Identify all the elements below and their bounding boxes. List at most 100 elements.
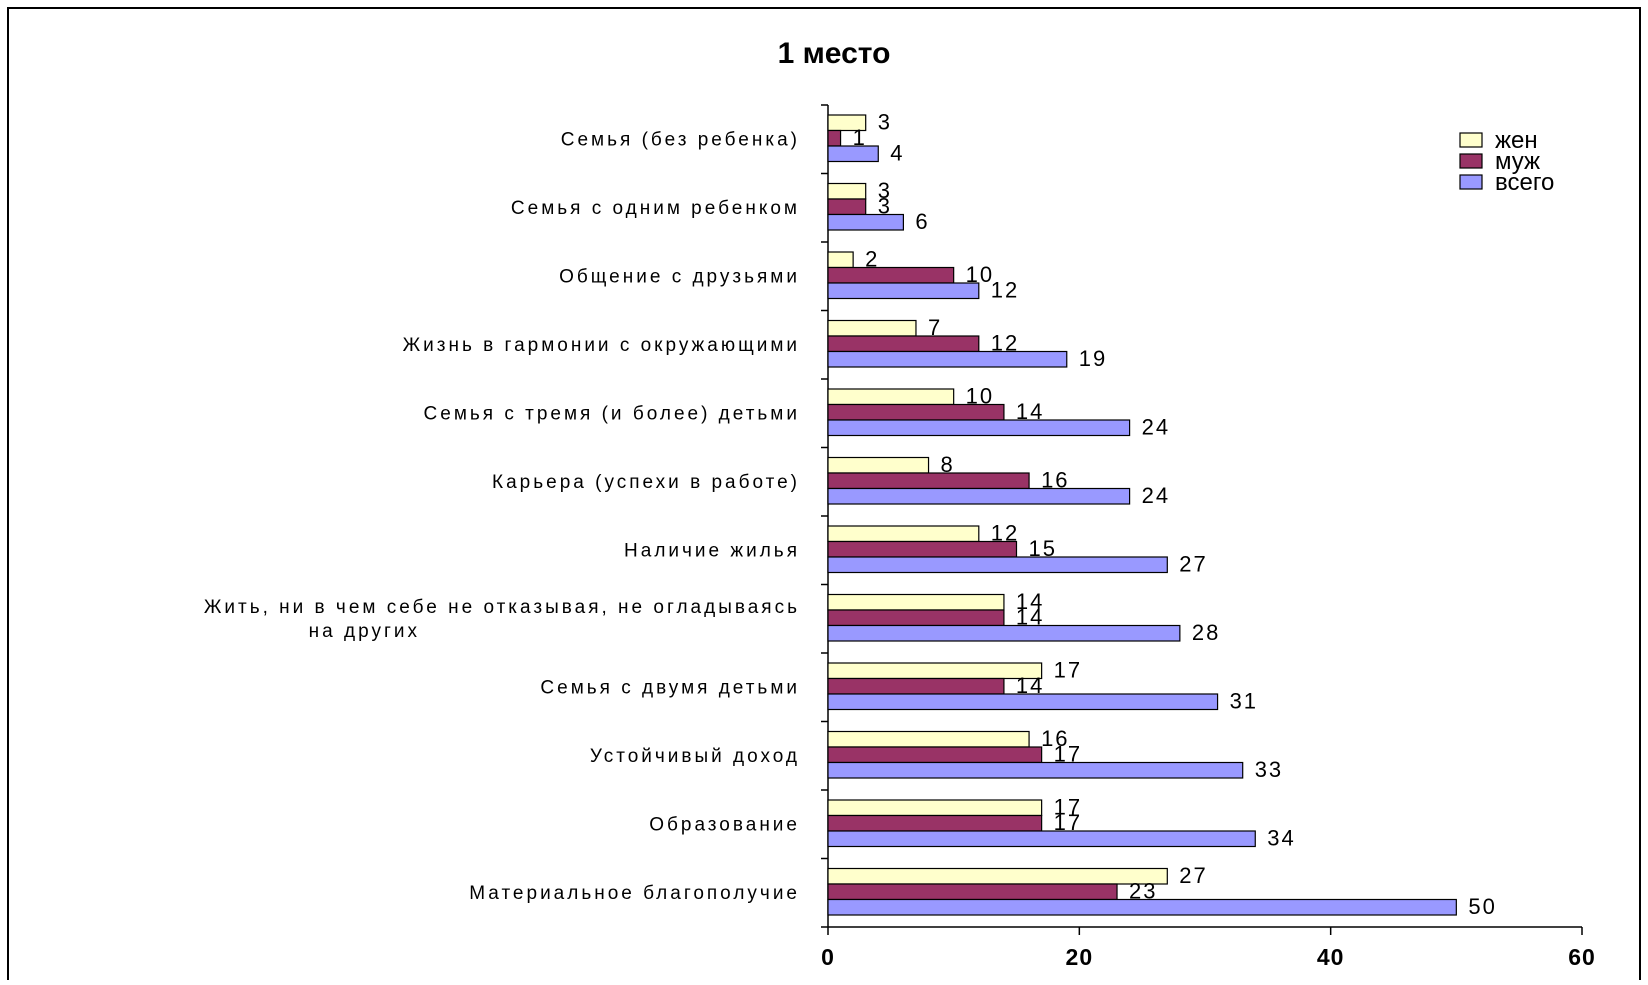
data-label: 34 <box>1267 826 1295 851</box>
data-label: 4 <box>890 141 904 166</box>
bar-муж <box>827 335 980 353</box>
bar-муж <box>827 540 1018 558</box>
category-label-line: Жизнь в гармонии с окружающими <box>403 335 800 356</box>
bar-жен <box>827 251 854 269</box>
category-label-line: Общение с друзьями <box>559 266 800 287</box>
category-label: Образование <box>649 814 800 835</box>
bar-жен <box>827 662 1043 680</box>
category-label-line: Жить, ни в чем себе не отказывая, не огл… <box>204 597 800 618</box>
bar-всего <box>827 898 1457 916</box>
x-tick-label: 0 <box>821 944 835 970</box>
x-tick-label: 40 <box>1317 944 1345 970</box>
data-label: 2 <box>865 247 879 272</box>
category-label-line: Семья (без ребенка) <box>561 129 800 150</box>
bar-жен <box>827 593 1005 611</box>
category-label-line: Материальное благополучие <box>469 883 800 904</box>
data-label: 1 <box>853 125 867 150</box>
data-label: 16 <box>1041 726 1069 751</box>
category-label-line: Образование <box>649 814 800 835</box>
data-label: 7 <box>928 315 942 340</box>
data-label: 3 <box>878 194 892 219</box>
bar-жен <box>827 319 917 337</box>
bar-муж <box>827 129 842 147</box>
category-label-line: Семья с одним ребенком <box>511 198 800 219</box>
bar-муж <box>827 403 1005 421</box>
x-tick-label: 20 <box>1066 944 1094 970</box>
bar-жен <box>827 456 930 474</box>
bar-муж <box>827 472 1030 490</box>
legend-label: всего <box>1495 169 1554 196</box>
data-label: 27 <box>1179 863 1207 888</box>
bar-муж <box>827 814 1043 832</box>
bar-всего <box>827 761 1244 779</box>
category-label: Устойчивый доход <box>590 746 800 767</box>
data-label: 6 <box>915 209 929 234</box>
category-label: Семья с одним ребенком <box>511 198 800 219</box>
data-label: 28 <box>1192 620 1220 645</box>
category-label-line: на других <box>309 621 420 642</box>
data-label: 17 <box>1054 795 1082 820</box>
bar-жен <box>827 525 980 543</box>
bar-муж <box>827 677 1005 695</box>
category-label: Жизнь в гармонии с окружающими <box>403 335 800 356</box>
legend-label: муж <box>1495 148 1540 175</box>
bar-всего <box>827 624 1181 642</box>
data-label: 33 <box>1255 757 1283 782</box>
data-label: 31 <box>1230 689 1258 714</box>
category-label: Наличие жилья <box>624 540 800 561</box>
data-label: 19 <box>1079 346 1107 371</box>
data-label: 27 <box>1179 552 1207 577</box>
data-label: 8 <box>941 452 955 477</box>
legend-swatch-муж <box>1459 153 1483 169</box>
bar-муж <box>827 266 955 284</box>
category-label: Семья с двумя детьми <box>540 677 800 698</box>
x-tick-label: 60 <box>1568 944 1596 970</box>
data-label: 24 <box>1142 415 1170 440</box>
bar-всего <box>827 487 1131 505</box>
bar-муж <box>827 746 1043 764</box>
bar-муж <box>827 198 867 216</box>
chart-frame <box>7 7 1641 985</box>
data-label: 12 <box>991 278 1019 303</box>
bar-всего <box>827 282 980 300</box>
category-label: Общение с друзьями <box>559 266 800 287</box>
bar-всего <box>827 213 905 231</box>
category-label: Семья с тремя (и более) детьми <box>424 403 800 424</box>
data-label: 14 <box>1016 589 1044 614</box>
category-label: Семья (без ребенка) <box>561 129 800 150</box>
data-label: 50 <box>1468 894 1496 919</box>
category-label: Жить, ни в чем себе не отказывая, не огл… <box>204 597 800 642</box>
category-label-line: Устойчивый доход <box>590 746 800 767</box>
category-label: Карьера (успехи в работе) <box>492 472 800 493</box>
legend-swatch-жен <box>1459 132 1483 148</box>
data-label: 17 <box>1054 658 1082 683</box>
category-label-line: Семья с двумя детьми <box>540 677 800 698</box>
bar-жен <box>827 388 955 406</box>
bar-жен <box>827 182 867 200</box>
bar-всего <box>827 556 1168 574</box>
legend-label: жен <box>1495 127 1538 154</box>
category-label-line: Карьера (успехи в работе) <box>492 472 800 493</box>
bar-всего <box>827 830 1256 848</box>
bar-муж <box>827 883 1118 901</box>
data-label: 3 <box>878 178 892 203</box>
bar-жен <box>827 867 1168 885</box>
data-label: 3 <box>878 110 892 135</box>
bar-жен <box>827 799 1043 817</box>
category-label: Материальное благополучие <box>469 883 800 904</box>
bar-жен <box>827 114 867 132</box>
legend-swatch-всего <box>1459 174 1483 190</box>
data-label: 24 <box>1142 483 1170 508</box>
bar-всего <box>827 693 1219 711</box>
bar-жен <box>827 730 1030 748</box>
bar-всего <box>827 350 1068 368</box>
bar-всего <box>827 419 1131 437</box>
category-label-line: Наличие жилья <box>624 540 800 561</box>
bar-всего <box>827 145 879 163</box>
chart-title: 1 место <box>778 37 891 70</box>
category-label-line: Семья с тремя (и более) детьми <box>424 403 800 424</box>
